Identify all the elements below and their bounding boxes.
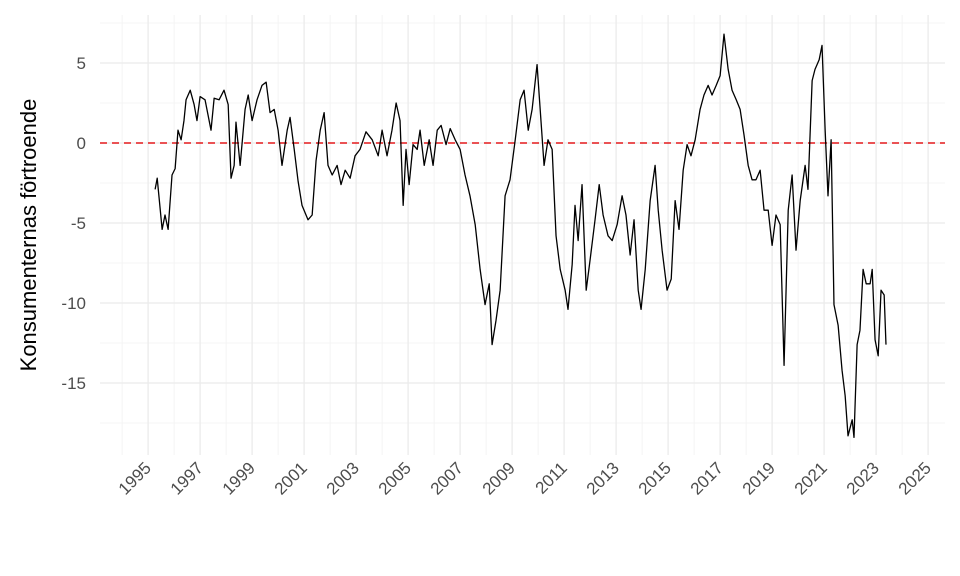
line	[154, 33, 887, 439]
y-tick-label: -15	[61, 374, 86, 393]
y-tick-label: -5	[71, 214, 86, 233]
y-tick-label: 5	[77, 54, 86, 73]
x-tick-label: 2001	[271, 458, 311, 498]
x-tick-label: 1999	[219, 458, 259, 498]
y-tick-label: -10	[61, 294, 86, 313]
x-tick-label: 2007	[427, 458, 467, 498]
x-tick-label: 2011	[532, 458, 571, 497]
x-tick-label: 2023	[843, 458, 883, 498]
x-tick-label: 1995	[115, 458, 155, 498]
x-tick-label: 2003	[323, 458, 363, 498]
y-tick-label: 0	[77, 134, 86, 153]
x-tick-label: 2015	[635, 458, 675, 498]
y-axis-label: Konsumenternas förtroende	[16, 99, 41, 372]
x-tick-label: 2013	[583, 458, 623, 498]
x-tick-label: 2021	[791, 458, 831, 498]
x-tick-label: 2019	[739, 458, 779, 498]
x-tick-label: 2005	[375, 458, 415, 498]
x-tick-label: 2009	[479, 458, 519, 498]
x-tick-label: 1997	[167, 458, 207, 498]
x-tick-label: 2017	[687, 458, 727, 498]
x-tick-label: 2025	[895, 458, 935, 498]
